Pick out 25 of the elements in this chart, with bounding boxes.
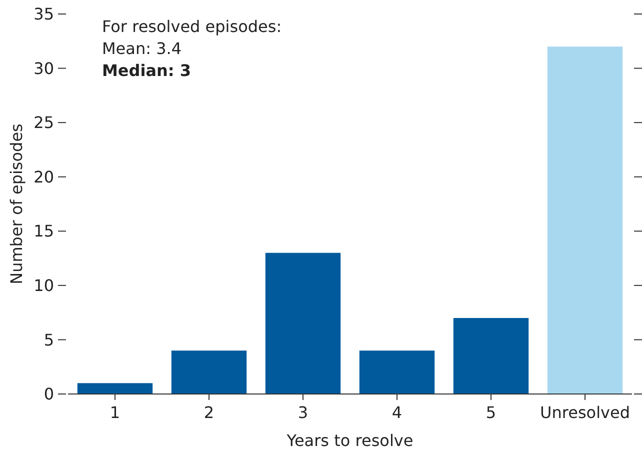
annotation: For resolved episodes: bbox=[102, 17, 282, 36]
x-axis-title: Years to resolve bbox=[286, 431, 414, 450]
y-tick-label: 30 bbox=[34, 58, 54, 78]
bar bbox=[453, 318, 529, 394]
y-tick-label: 15 bbox=[34, 222, 54, 241]
bar bbox=[359, 350, 435, 394]
x-tick-label: 1 bbox=[110, 403, 120, 422]
y-axis-title: Number of episodes bbox=[7, 124, 26, 284]
y-tick-label: 20 bbox=[34, 167, 54, 186]
y-tick-label: 25 bbox=[34, 113, 54, 132]
x-tick-label: 4 bbox=[392, 403, 402, 422]
bar bbox=[171, 350, 247, 394]
y-tick-label: 0 bbox=[44, 384, 54, 404]
y-tick-label: 10 bbox=[34, 276, 54, 296]
x-tick-label: 5 bbox=[486, 403, 496, 422]
x-tick-label: Unresolved bbox=[540, 403, 630, 422]
annotation: Median: 3 bbox=[102, 61, 191, 80]
x-tick-label: 2 bbox=[204, 403, 214, 422]
bar bbox=[77, 383, 153, 394]
y-tick-label: 35 bbox=[34, 4, 54, 24]
annotation: Mean: 3.4 bbox=[102, 39, 182, 58]
y-tick-label: 5 bbox=[44, 330, 54, 350]
x-tick-label: 3 bbox=[298, 403, 308, 422]
bar bbox=[547, 46, 623, 394]
bar bbox=[265, 252, 341, 394]
